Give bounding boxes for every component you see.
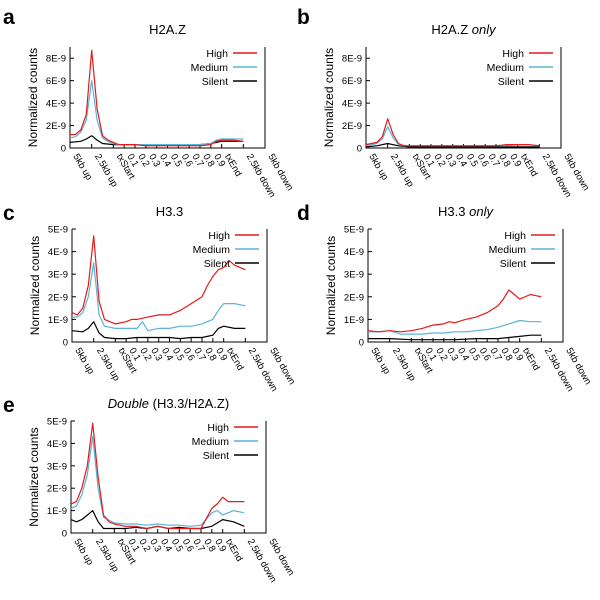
legend-label-silent: Silent	[498, 76, 524, 88]
panel-title: Double (H3.3/H2A.Z)	[108, 396, 229, 411]
panel-letter: b	[297, 6, 310, 29]
x-tick-label: 5kb up	[72, 346, 96, 376]
legend-label-medium: Medium	[489, 244, 527, 256]
panel-title: H3.3	[156, 204, 183, 219]
panel-title: H2A.Z	[149, 22, 186, 37]
panel-letter: a	[3, 6, 15, 29]
axes-frame	[70, 421, 267, 534]
y-tick-label: 0	[62, 529, 67, 540]
x-tick-label: 5kb up	[366, 152, 390, 182]
y-tick-label: 2E-9	[47, 484, 67, 495]
y-tick-label: 4E-9	[46, 99, 66, 110]
x-tick-label: txEnd	[224, 346, 246, 373]
legend-label-high: High	[207, 422, 229, 434]
y-tick-label: 5E-9	[48, 225, 68, 236]
series-line-silent	[71, 321, 246, 340]
panel-letter: e	[3, 394, 15, 417]
panel-title-part: H3.3	[156, 204, 183, 219]
y-tick-label: 2E-9	[46, 121, 66, 132]
x-tick-label: txEnd	[520, 346, 542, 373]
panel-title-part: H2A.Z	[149, 22, 186, 37]
y-tick-label: 4E-9	[48, 247, 68, 258]
axes-frame	[69, 47, 266, 149]
panel-letter: c	[3, 202, 15, 225]
series-line-silent	[365, 142, 540, 148]
x-tick-label: txEnd	[518, 152, 540, 179]
y-tick-label: 2E-9	[48, 292, 68, 303]
y-axis-label: Normalized counts	[27, 427, 41, 526]
y-axis-label: Normalized counts	[28, 236, 42, 335]
legend-label-silent: Silent	[500, 258, 526, 270]
panel-title-part: only	[472, 22, 497, 37]
y-tick-label: 3E-9	[47, 461, 67, 472]
y-tick-label: 8E-9	[342, 54, 362, 65]
y-tick-label: 4E-9	[344, 247, 364, 258]
legend-label-medium: Medium	[193, 244, 231, 256]
x-tick-label: txEnd	[223, 537, 245, 564]
axes-frame	[71, 229, 268, 343]
y-tick-label: 2E-9	[342, 121, 362, 132]
series-line-medium	[70, 436, 245, 527]
axes-frame	[367, 229, 564, 343]
legend-label-high: High	[208, 230, 230, 242]
y-tick-label: 2E-9	[344, 292, 364, 303]
series-line-high	[71, 235, 246, 325]
y-tick-label: 6E-9	[342, 76, 362, 87]
panel-title: H2A.Z only	[431, 22, 497, 37]
y-tick-label: 0	[63, 338, 68, 349]
x-tick-label: txEnd	[222, 152, 244, 179]
y-tick-label: 0	[359, 338, 364, 349]
panel-title-part: H2A.Z	[431, 22, 471, 37]
y-axis-label: Normalized counts	[322, 48, 336, 147]
y-tick-label: 0	[357, 144, 362, 155]
series-line-high	[70, 49, 244, 147]
y-tick-label: 4E-9	[47, 439, 67, 450]
series-line-medium	[72, 262, 246, 332]
panel-letter: d	[297, 202, 310, 225]
legend-label-high: High	[206, 48, 228, 60]
legend-label-medium: Medium	[191, 62, 229, 74]
series-line-high	[70, 422, 245, 530]
panel-title-part: (H3.3/H2A.Z)	[149, 396, 229, 411]
y-tick-label: 3E-9	[344, 270, 364, 281]
series-line-medium	[368, 319, 542, 335]
y-tick-label: 1E-9	[344, 315, 364, 326]
panel-e: e Double (H3.3/H2A.Z) 0 1E-9 2E-9 3E-9 4E-9 5E-…	[3, 394, 296, 585]
y-tick-label: 4E-9	[342, 99, 362, 110]
legend-label-silent: Silent	[204, 258, 230, 270]
y-tick-label: 5E-9	[47, 417, 67, 428]
legend-label-high: High	[502, 48, 524, 60]
axes-frame	[365, 47, 562, 149]
y-tick-label: 0	[61, 144, 66, 155]
legend-label-silent: Silent	[202, 76, 228, 88]
legend-label-high: High	[504, 230, 526, 242]
panel-title-part: only	[469, 204, 494, 219]
legend-label-medium: Medium	[487, 62, 525, 74]
x-tick-label: 5kb up	[70, 152, 94, 182]
y-tick-label: 5E-9	[344, 225, 364, 236]
y-tick-label: 1E-9	[48, 315, 68, 326]
x-tick-label: 5kb up	[71, 537, 95, 567]
y-axis-label: Normalized counts	[324, 236, 338, 335]
series-line-high	[365, 118, 540, 147]
y-tick-label: 1E-9	[47, 506, 67, 517]
legend-label-medium: Medium	[192, 436, 230, 448]
y-tick-label: 3E-9	[48, 270, 68, 281]
panel-title-part: Double	[108, 396, 149, 411]
panel-title-part: H3.3	[438, 204, 469, 219]
legend-label-silent: Silent	[203, 450, 229, 462]
y-tick-label: 8E-9	[46, 54, 66, 65]
x-tick-label: 5kb up	[368, 346, 392, 376]
series-line-high	[367, 289, 542, 333]
y-axis-label: Normalized counts	[26, 48, 40, 147]
y-tick-label: 6E-9	[46, 76, 66, 87]
panel-title: H3.3 only	[438, 204, 494, 219]
series-line-silent	[368, 334, 542, 341]
